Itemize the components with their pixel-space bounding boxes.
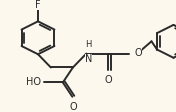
- Text: O: O: [70, 102, 77, 112]
- Text: HO: HO: [26, 78, 41, 87]
- Text: N: N: [85, 54, 92, 64]
- Text: F: F: [35, 0, 41, 10]
- Text: O: O: [105, 75, 112, 85]
- Text: H: H: [85, 40, 92, 49]
- Text: O: O: [134, 48, 142, 58]
